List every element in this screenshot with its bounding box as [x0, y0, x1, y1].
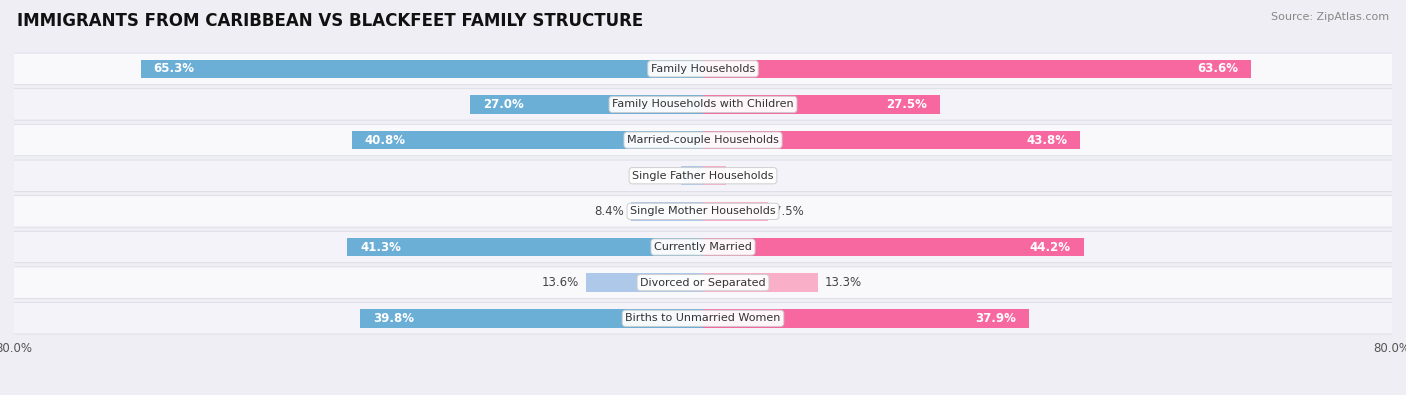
- FancyBboxPatch shape: [10, 267, 1396, 298]
- Text: Family Households with Children: Family Households with Children: [612, 100, 794, 109]
- Bar: [682, 166, 703, 185]
- Bar: [703, 309, 1029, 327]
- Bar: [703, 238, 1084, 256]
- Text: Currently Married: Currently Married: [654, 242, 752, 252]
- Text: 65.3%: 65.3%: [153, 62, 194, 75]
- Bar: [631, 202, 703, 221]
- Bar: [347, 238, 703, 256]
- Text: Source: ZipAtlas.com: Source: ZipAtlas.com: [1271, 12, 1389, 22]
- Text: Births to Unmarried Women: Births to Unmarried Women: [626, 313, 780, 324]
- FancyBboxPatch shape: [10, 303, 1396, 334]
- Text: Single Father Households: Single Father Households: [633, 171, 773, 181]
- Text: Married-couple Households: Married-couple Households: [627, 135, 779, 145]
- Bar: [352, 131, 703, 149]
- Bar: [703, 60, 1251, 78]
- Bar: [141, 60, 703, 78]
- FancyBboxPatch shape: [10, 89, 1396, 120]
- Text: 13.3%: 13.3%: [824, 276, 862, 289]
- Bar: [703, 131, 1080, 149]
- Bar: [703, 202, 768, 221]
- Text: Divorced or Separated: Divorced or Separated: [640, 278, 766, 288]
- Bar: [586, 273, 703, 292]
- FancyBboxPatch shape: [10, 196, 1396, 227]
- Bar: [471, 95, 703, 114]
- Text: 13.6%: 13.6%: [541, 276, 579, 289]
- Text: 39.8%: 39.8%: [373, 312, 415, 325]
- Bar: [703, 95, 939, 114]
- Text: Family Households: Family Households: [651, 64, 755, 74]
- Text: 40.8%: 40.8%: [364, 134, 405, 147]
- Text: 41.3%: 41.3%: [360, 241, 401, 254]
- Text: 2.5%: 2.5%: [645, 169, 675, 182]
- Text: IMMIGRANTS FROM CARIBBEAN VS BLACKFEET FAMILY STRUCTURE: IMMIGRANTS FROM CARIBBEAN VS BLACKFEET F…: [17, 12, 643, 30]
- Text: 44.2%: 44.2%: [1029, 241, 1071, 254]
- Text: 7.5%: 7.5%: [775, 205, 804, 218]
- Text: 27.5%: 27.5%: [886, 98, 927, 111]
- FancyBboxPatch shape: [10, 53, 1396, 85]
- Text: 27.0%: 27.0%: [484, 98, 524, 111]
- Legend: Immigrants from Caribbean, Blackfeet: Immigrants from Caribbean, Blackfeet: [553, 392, 853, 395]
- Text: 8.4%: 8.4%: [593, 205, 624, 218]
- Bar: [703, 166, 727, 185]
- Text: 43.8%: 43.8%: [1026, 134, 1067, 147]
- FancyBboxPatch shape: [10, 231, 1396, 263]
- FancyBboxPatch shape: [10, 160, 1396, 192]
- Bar: [360, 309, 703, 327]
- Text: 63.6%: 63.6%: [1197, 62, 1237, 75]
- Text: 37.9%: 37.9%: [976, 312, 1017, 325]
- Bar: [703, 273, 817, 292]
- Text: 2.7%: 2.7%: [733, 169, 763, 182]
- FancyBboxPatch shape: [10, 124, 1396, 156]
- Text: Single Mother Households: Single Mother Households: [630, 206, 776, 216]
